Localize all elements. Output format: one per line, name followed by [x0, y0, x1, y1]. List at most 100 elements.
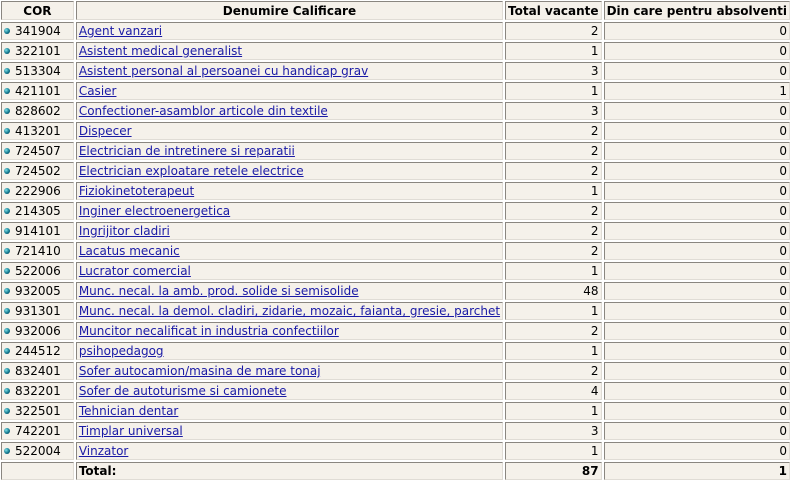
cor-cell: 724507	[1, 142, 74, 160]
qualification-link[interactable]: Asistent medical generalist	[78, 44, 243, 58]
cor-code: 214305	[15, 204, 61, 218]
absolventi-cell: 0	[603, 442, 790, 460]
total-vacante-cell: 3	[505, 62, 602, 80]
qualification-link[interactable]: Lucrator comercial	[78, 264, 191, 278]
bullet-icon	[4, 188, 10, 194]
absolventi-cell: 0	[603, 122, 790, 140]
cor-cell: 222906	[1, 182, 74, 200]
qualification-link[interactable]: Timplar universal	[78, 424, 183, 438]
cor-code: 724502	[15, 164, 61, 178]
denumire-cell: psihopedagog	[75, 342, 504, 360]
total-vacante-cell: 4	[505, 382, 602, 400]
denumire-cell: Asistent personal al persoanei cu handic…	[75, 62, 504, 80]
qualification-link[interactable]: Ingrijitor cladiri	[78, 224, 170, 238]
qualification-link[interactable]: Inginer electroenergetica	[78, 204, 231, 218]
qualification-link[interactable]: Casier	[78, 84, 117, 98]
denumire-cell: Casier	[75, 82, 504, 100]
cor-code: 724507	[15, 144, 61, 158]
qualification-link[interactable]: Asistent personal al persoanei cu handic…	[78, 64, 369, 78]
cor-code: 931301	[15, 304, 61, 318]
denumire-cell: Sofer autocamion/masina de mare tonaj	[75, 362, 504, 380]
total-vacante-cell: 3	[505, 422, 602, 440]
denumire-cell: Lacatus mecanic	[75, 242, 504, 260]
bullet-icon	[4, 308, 10, 314]
table-row: 832401 Sofer autocamion/masina de mare t…	[1, 362, 790, 380]
total-vacante: 87	[505, 462, 602, 480]
cor-cell: 931301	[1, 302, 74, 320]
qualification-link[interactable]: Munc. necal. la demol. cladiri, zidarie,…	[78, 304, 501, 318]
total-label: Total:	[75, 462, 504, 480]
total-vacante-cell: 1	[505, 182, 602, 200]
bullet-icon	[4, 88, 10, 94]
total-vacante-cell: 1	[505, 262, 602, 280]
qualification-link[interactable]: Munc. necal. la amb. prod. solide si sem…	[78, 284, 359, 298]
total-vacante-cell: 2	[505, 122, 602, 140]
table-row: 932006 Muncitor necalificat in industria…	[1, 322, 790, 340]
total-vacante-cell: 48	[505, 282, 602, 300]
cor-cell: 522006	[1, 262, 74, 280]
bullet-icon	[4, 328, 10, 334]
qualification-link[interactable]: Electrician exploatare retele electrice	[78, 164, 304, 178]
cor-code: 522004	[15, 444, 61, 458]
cor-cell: 322501	[1, 402, 74, 420]
table-row: 932005 Munc. necal. la amb. prod. solide…	[1, 282, 790, 300]
table-row: 322101 Asistent medical generalist 1 0	[1, 42, 790, 60]
cor-cell: 244512	[1, 342, 74, 360]
cor-cell: 513304	[1, 62, 74, 80]
absolventi-cell: 0	[603, 222, 790, 240]
denumire-cell: Electrician exploatare retele electrice	[75, 162, 504, 180]
qualification-link[interactable]: Sofer autocamion/masina de mare tonaj	[78, 364, 321, 378]
qualification-link[interactable]: Electrician de intretinere si reparatii	[78, 144, 295, 158]
table-row: 724502 Electrician exploatare retele ele…	[1, 162, 790, 180]
absolventi-cell: 0	[603, 202, 790, 220]
cor-cell: 932006	[1, 322, 74, 340]
qualification-link[interactable]: Vinzator	[78, 444, 129, 458]
cor-cell: 932005	[1, 282, 74, 300]
qualification-link[interactable]: Tehnician dentar	[78, 404, 179, 418]
total-vacante-cell: 2	[505, 162, 602, 180]
header-denumire: Denumire Calificare	[75, 1, 504, 20]
total-vacante-cell: 1	[505, 302, 602, 320]
qualification-link[interactable]: Confectioner-asamblor articole din texti…	[78, 104, 328, 118]
qualification-link[interactable]: Muncitor necalificat in industria confec…	[78, 324, 339, 338]
cor-cell: 522004	[1, 442, 74, 460]
bullet-icon	[4, 148, 10, 154]
cor-code: 932005	[15, 284, 61, 298]
header-total: Total vacante	[505, 1, 602, 20]
denumire-cell: Lucrator comercial	[75, 262, 504, 280]
cor-cell: 421101	[1, 82, 74, 100]
absolventi-cell: 0	[603, 42, 790, 60]
table-row: 222906 Fiziokinetoterapeut 1 0	[1, 182, 790, 200]
total-row: Total: 87 1	[1, 462, 790, 480]
table-row: 724507 Electrician de intretinere si rep…	[1, 142, 790, 160]
absolventi-cell: 0	[603, 402, 790, 420]
total-absolventi: 1	[603, 462, 790, 480]
total-vacante-cell: 1	[505, 42, 602, 60]
cor-cell: 742201	[1, 422, 74, 440]
cor-cell: 341904	[1, 22, 74, 40]
qualification-link[interactable]: Lacatus mecanic	[78, 244, 180, 258]
qualification-link[interactable]: Sofer de autoturisme si camionete	[78, 384, 287, 398]
cor-cell: 828602	[1, 102, 74, 120]
denumire-cell: Vinzator	[75, 442, 504, 460]
absolventi-cell: 0	[603, 422, 790, 440]
bullet-icon	[4, 48, 10, 54]
absolventi-cell: 0	[603, 142, 790, 160]
denumire-cell: Munc. necal. la demol. cladiri, zidarie,…	[75, 302, 504, 320]
total-vacante-cell: 1	[505, 82, 602, 100]
absolventi-cell: 0	[603, 242, 790, 260]
absolventi-cell: 0	[603, 382, 790, 400]
table-row: 522004 Vinzator 1 0	[1, 442, 790, 460]
denumire-cell: Sofer de autoturisme si camionete	[75, 382, 504, 400]
qualification-link[interactable]: Dispecer	[78, 124, 132, 138]
qualification-link[interactable]: psihopedagog	[78, 344, 164, 358]
bullet-icon	[4, 68, 10, 74]
absolventi-cell: 1	[603, 82, 790, 100]
table-row: 421101 Casier 1 1	[1, 82, 790, 100]
qualification-link[interactable]: Agent vanzari	[78, 24, 163, 38]
bullet-icon	[4, 388, 10, 394]
bullet-icon	[4, 368, 10, 374]
bullet-icon	[4, 268, 10, 274]
bullet-icon	[4, 228, 10, 234]
qualification-link[interactable]: Fiziokinetoterapeut	[78, 184, 195, 198]
